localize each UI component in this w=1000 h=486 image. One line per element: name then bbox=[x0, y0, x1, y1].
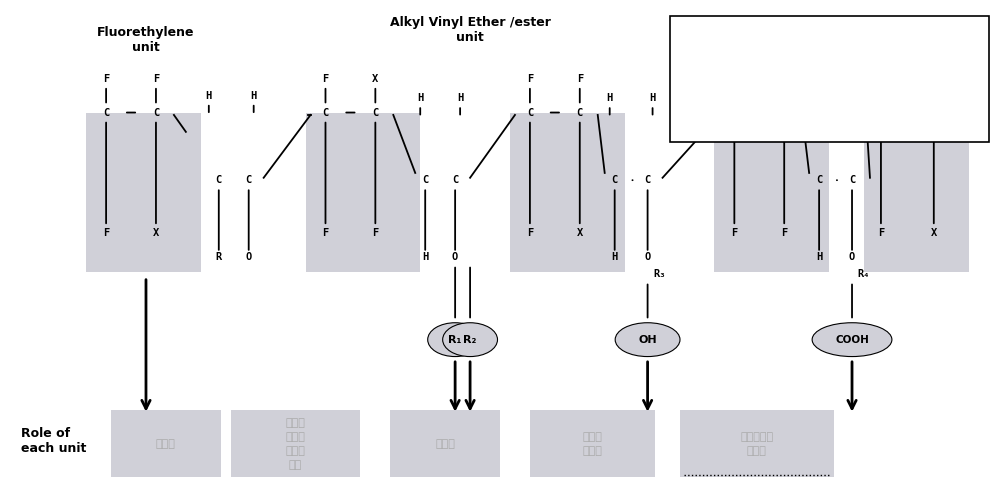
Text: H: H bbox=[457, 93, 463, 103]
Text: O: O bbox=[452, 253, 458, 262]
Text: 颜料分散性
附着性: 颜料分散性 附着性 bbox=[740, 432, 773, 455]
Text: C: C bbox=[816, 175, 822, 185]
Text: 可溶性: 可溶性 bbox=[435, 438, 455, 449]
Text: F: F bbox=[103, 74, 109, 84]
Text: F: F bbox=[322, 74, 329, 84]
Text: F: F bbox=[103, 228, 109, 238]
Text: F: F bbox=[931, 74, 937, 84]
Text: H: H bbox=[607, 93, 613, 103]
Text: H: H bbox=[612, 253, 618, 262]
Text: F: F bbox=[878, 228, 884, 238]
Text: C: C bbox=[527, 107, 533, 118]
Text: F: F bbox=[527, 228, 533, 238]
Text: Role of
each unit: Role of each unit bbox=[21, 427, 87, 455]
Text: C: C bbox=[216, 175, 222, 185]
Text: OH: OH bbox=[638, 335, 657, 345]
Text: F: F bbox=[322, 228, 329, 238]
Text: C: C bbox=[931, 107, 937, 118]
Ellipse shape bbox=[443, 323, 498, 357]
FancyBboxPatch shape bbox=[680, 410, 834, 477]
Text: C: C bbox=[452, 175, 458, 185]
FancyBboxPatch shape bbox=[714, 113, 829, 272]
FancyBboxPatch shape bbox=[86, 113, 201, 272]
Text: C: C bbox=[103, 107, 109, 118]
FancyBboxPatch shape bbox=[670, 16, 989, 141]
Ellipse shape bbox=[615, 323, 680, 357]
Text: H: H bbox=[206, 90, 212, 101]
Text: R₄: R₄ bbox=[858, 269, 870, 279]
Text: X: X bbox=[781, 74, 787, 84]
Ellipse shape bbox=[428, 323, 483, 357]
Text: H: H bbox=[816, 253, 822, 262]
Text: R₂: R₂ bbox=[463, 335, 477, 345]
Text: H: H bbox=[251, 90, 257, 101]
Text: C: C bbox=[849, 175, 855, 185]
Text: F: F bbox=[781, 228, 787, 238]
Text: H: H bbox=[649, 93, 656, 103]
FancyBboxPatch shape bbox=[864, 113, 969, 272]
Text: C: C bbox=[246, 175, 252, 185]
Text: X: X bbox=[372, 74, 378, 84]
Text: H: H bbox=[811, 93, 817, 103]
Text: C: C bbox=[422, 175, 428, 185]
Text: X: X bbox=[153, 228, 159, 238]
Text: F: F bbox=[372, 228, 378, 238]
Text: C: C bbox=[781, 107, 787, 118]
Text: C: C bbox=[577, 107, 583, 118]
Ellipse shape bbox=[812, 323, 892, 357]
Text: F: F bbox=[731, 74, 737, 84]
Text: Alkyl Vinyl Ether /ester
unit: Alkyl Vinyl Ether /ester unit bbox=[390, 16, 551, 44]
FancyBboxPatch shape bbox=[390, 410, 500, 477]
Text: Fluorethylene
unit: Fluorethylene unit bbox=[97, 26, 195, 53]
Text: F: F bbox=[878, 74, 884, 84]
Text: F: F bbox=[153, 74, 159, 84]
Text: O: O bbox=[246, 253, 252, 262]
Text: 耐候性: 耐候性 bbox=[156, 438, 176, 449]
Text: C: C bbox=[878, 107, 884, 118]
Text: C: C bbox=[153, 107, 159, 118]
FancyBboxPatch shape bbox=[306, 113, 420, 272]
Text: F: F bbox=[731, 228, 737, 238]
Text: H: H bbox=[422, 253, 428, 262]
Text: C: C bbox=[644, 175, 651, 185]
FancyBboxPatch shape bbox=[111, 410, 221, 477]
Text: X: X bbox=[931, 228, 937, 238]
Text: COOH: COOH bbox=[835, 335, 869, 345]
Text: 固化性
附着性: 固化性 附着性 bbox=[582, 432, 602, 455]
FancyBboxPatch shape bbox=[231, 410, 360, 477]
Text: X: X bbox=[577, 228, 583, 238]
FancyBboxPatch shape bbox=[510, 113, 625, 272]
Text: F: F bbox=[527, 74, 533, 84]
Text: C: C bbox=[322, 107, 329, 118]
Text: O: O bbox=[644, 253, 651, 262]
Text: R: R bbox=[216, 253, 222, 262]
Text: C: C bbox=[372, 107, 378, 118]
Text: C: C bbox=[612, 175, 618, 185]
Text: F: F bbox=[577, 74, 583, 84]
Text: X=F, Cl
R₁, R₂=alkyl group
R₃, R₄=alkylene group: X=F, Cl R₁, R₂=alkyl group R₃, R₄=alkyle… bbox=[682, 28, 798, 68]
Text: H: H bbox=[854, 93, 860, 103]
Text: R₃: R₃ bbox=[653, 269, 666, 279]
Text: R₁: R₁ bbox=[448, 335, 462, 345]
Text: 可溶性
透明性
光泽性
硬度: 可溶性 透明性 光泽性 硬度 bbox=[286, 417, 306, 469]
FancyBboxPatch shape bbox=[530, 410, 655, 477]
Text: C: C bbox=[731, 107, 737, 118]
Text: O: O bbox=[849, 253, 855, 262]
Text: H: H bbox=[417, 93, 423, 103]
